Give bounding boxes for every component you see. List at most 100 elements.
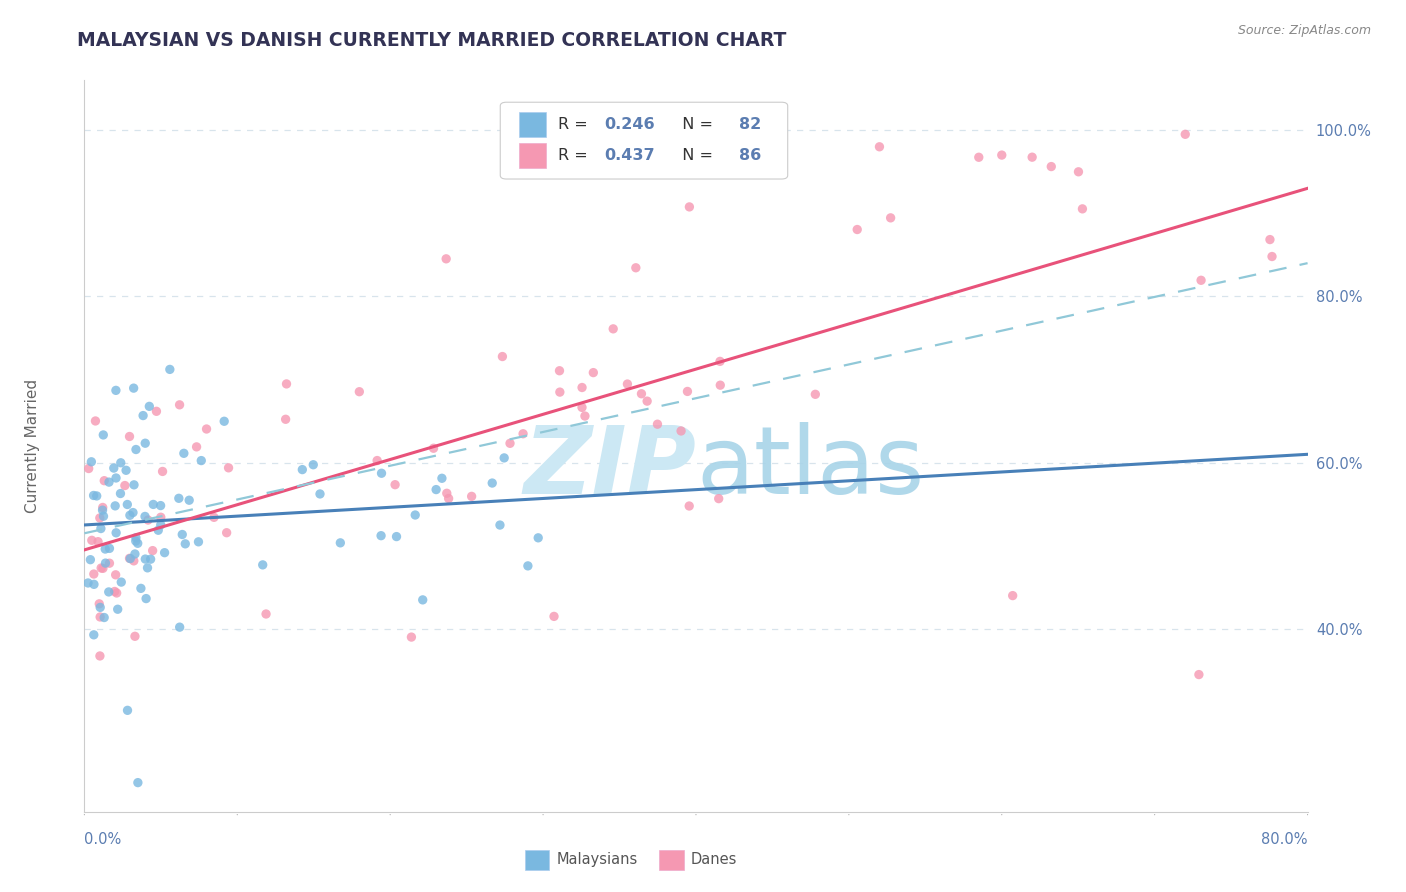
Point (190, 453, 212, 467)
Point (215, 525, 238, 540)
Point (139, 552, 162, 566)
Point (97, 585, 120, 599)
Point (127, 775, 149, 789)
Point (636, 394, 658, 409)
Point (98, 475, 121, 489)
Point (349, 384, 371, 399)
Text: Malaysians: Malaysians (557, 853, 638, 868)
Point (647, 417, 669, 432)
Point (91, 500, 114, 515)
Point (370, 467, 392, 481)
Point (77, 461, 100, 475)
Point (761, 128, 783, 142)
Point (276, 376, 298, 391)
Text: atlas: atlas (696, 422, 924, 514)
Point (98, 556, 121, 570)
Point (481, 476, 503, 491)
Point (1001, 589, 1024, 603)
Point (124, 547, 146, 561)
Point (571, 380, 593, 394)
Text: R =: R = (558, 148, 592, 163)
Text: N =: N = (672, 148, 717, 163)
Text: 82: 82 (738, 117, 761, 132)
Point (548, 364, 571, 378)
Text: Currently Married: Currently Married (25, 379, 41, 513)
Point (425, 483, 447, 497)
Point (707, 491, 730, 506)
Point (169, 398, 191, 412)
Point (512, 426, 534, 441)
Point (329, 536, 352, 550)
Point (212, 414, 235, 428)
Point (1261, 250, 1284, 264)
Text: 0.246: 0.246 (605, 117, 655, 132)
Point (122, 478, 145, 492)
FancyBboxPatch shape (501, 103, 787, 179)
Point (527, 531, 550, 545)
Point (152, 465, 174, 479)
Point (169, 620, 191, 634)
Point (1071, 202, 1094, 216)
Point (187, 534, 209, 549)
Text: 0.0%: 0.0% (84, 832, 121, 847)
Point (195, 422, 218, 436)
Text: ZIP: ZIP (523, 422, 696, 514)
Point (117, 703, 139, 717)
Point (90, 561, 112, 575)
Point (574, 409, 596, 423)
Point (94, 556, 117, 570)
Point (436, 486, 458, 500)
Point (582, 366, 605, 380)
Point (89, 511, 111, 525)
Text: R =: R = (558, 117, 592, 132)
Point (142, 498, 165, 512)
Point (103, 461, 125, 475)
Point (434, 252, 457, 266)
Point (83, 488, 105, 502)
Point (91, 428, 114, 442)
Point (516, 558, 538, 573)
Point (1189, 273, 1212, 287)
Point (153, 546, 176, 560)
FancyBboxPatch shape (519, 144, 546, 168)
Text: N =: N = (672, 117, 717, 132)
Point (1040, 160, 1063, 174)
Point (104, 499, 127, 513)
Point (91, 503, 114, 517)
Point (134, 509, 156, 524)
Point (129, 582, 152, 596)
Text: 80.0%: 80.0% (1261, 832, 1308, 847)
Point (437, 491, 460, 506)
Point (122, 554, 145, 568)
Point (869, 140, 891, 154)
Point (136, 561, 159, 575)
Point (124, 629, 146, 643)
Point (412, 593, 434, 607)
Point (93, 509, 115, 524)
Point (489, 518, 512, 533)
Point (678, 499, 700, 513)
Point (624, 260, 647, 275)
Point (134, 436, 156, 450)
Point (107, 602, 129, 616)
Point (125, 534, 148, 549)
Point (460, 489, 482, 503)
FancyBboxPatch shape (659, 850, 683, 871)
Point (309, 487, 332, 501)
Point (132, 409, 155, 423)
Text: Danes: Danes (692, 853, 738, 868)
Point (879, 211, 901, 225)
Point (138, 400, 160, 414)
Point (1258, 233, 1281, 247)
Point (149, 510, 172, 524)
Point (709, 378, 731, 392)
Point (709, 354, 731, 368)
Point (135, 591, 157, 606)
FancyBboxPatch shape (524, 850, 550, 871)
Point (118, 508, 141, 523)
Point (118, 551, 141, 566)
Point (87, 534, 110, 549)
Point (422, 442, 444, 456)
Point (291, 462, 314, 476)
Point (136, 513, 159, 527)
